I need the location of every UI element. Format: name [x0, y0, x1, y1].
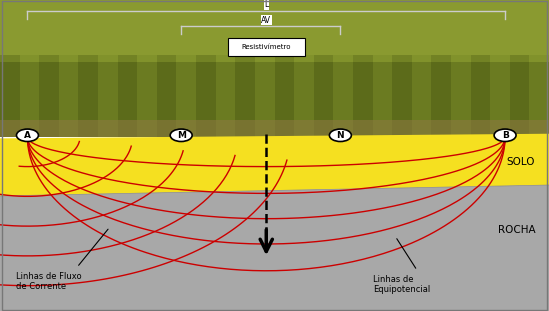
- Bar: [79, 55, 98, 137]
- Circle shape: [16, 129, 38, 142]
- Bar: [216, 55, 236, 137]
- Text: M: M: [177, 131, 186, 140]
- Text: Resistivímetro: Resistivímetro: [242, 44, 291, 50]
- Bar: [412, 55, 432, 137]
- Bar: [196, 55, 216, 137]
- Bar: [157, 55, 176, 137]
- Bar: [59, 55, 79, 137]
- Bar: [0, 0, 549, 62]
- Circle shape: [329, 129, 351, 142]
- Bar: [20, 55, 39, 137]
- Text: L: L: [264, 0, 268, 9]
- Bar: [373, 55, 392, 137]
- Bar: [313, 55, 333, 137]
- Bar: [294, 55, 313, 137]
- Bar: [490, 55, 510, 137]
- Text: AV: AV: [261, 16, 271, 25]
- Bar: [470, 55, 490, 137]
- Bar: [432, 55, 451, 137]
- Bar: [98, 55, 117, 137]
- Circle shape: [494, 129, 516, 142]
- Polygon shape: [0, 185, 549, 311]
- Text: N: N: [337, 131, 344, 140]
- Text: B: B: [502, 131, 508, 140]
- Bar: [274, 55, 294, 137]
- Polygon shape: [0, 134, 549, 196]
- Text: SOLO: SOLO: [507, 157, 535, 167]
- FancyBboxPatch shape: [228, 38, 305, 56]
- Bar: [510, 55, 529, 137]
- Bar: [137, 55, 157, 137]
- Circle shape: [170, 129, 192, 142]
- Bar: [529, 55, 549, 137]
- Bar: [333, 55, 353, 137]
- Text: ROCHA: ROCHA: [497, 225, 535, 235]
- Bar: [236, 55, 255, 137]
- Bar: [0, 120, 549, 137]
- Bar: [392, 55, 412, 137]
- Text: A: A: [24, 131, 31, 140]
- Bar: [451, 55, 470, 137]
- Bar: [353, 55, 373, 137]
- Bar: [176, 55, 196, 137]
- Bar: [39, 55, 59, 137]
- Text: Linhas de Fluxo
de Corrente: Linhas de Fluxo de Corrente: [16, 272, 82, 291]
- Bar: [117, 55, 137, 137]
- Bar: [0, 55, 20, 137]
- Bar: [255, 55, 274, 137]
- Text: Linhas de
Equipotencial: Linhas de Equipotencial: [373, 275, 430, 294]
- Bar: [0, 0, 549, 137]
